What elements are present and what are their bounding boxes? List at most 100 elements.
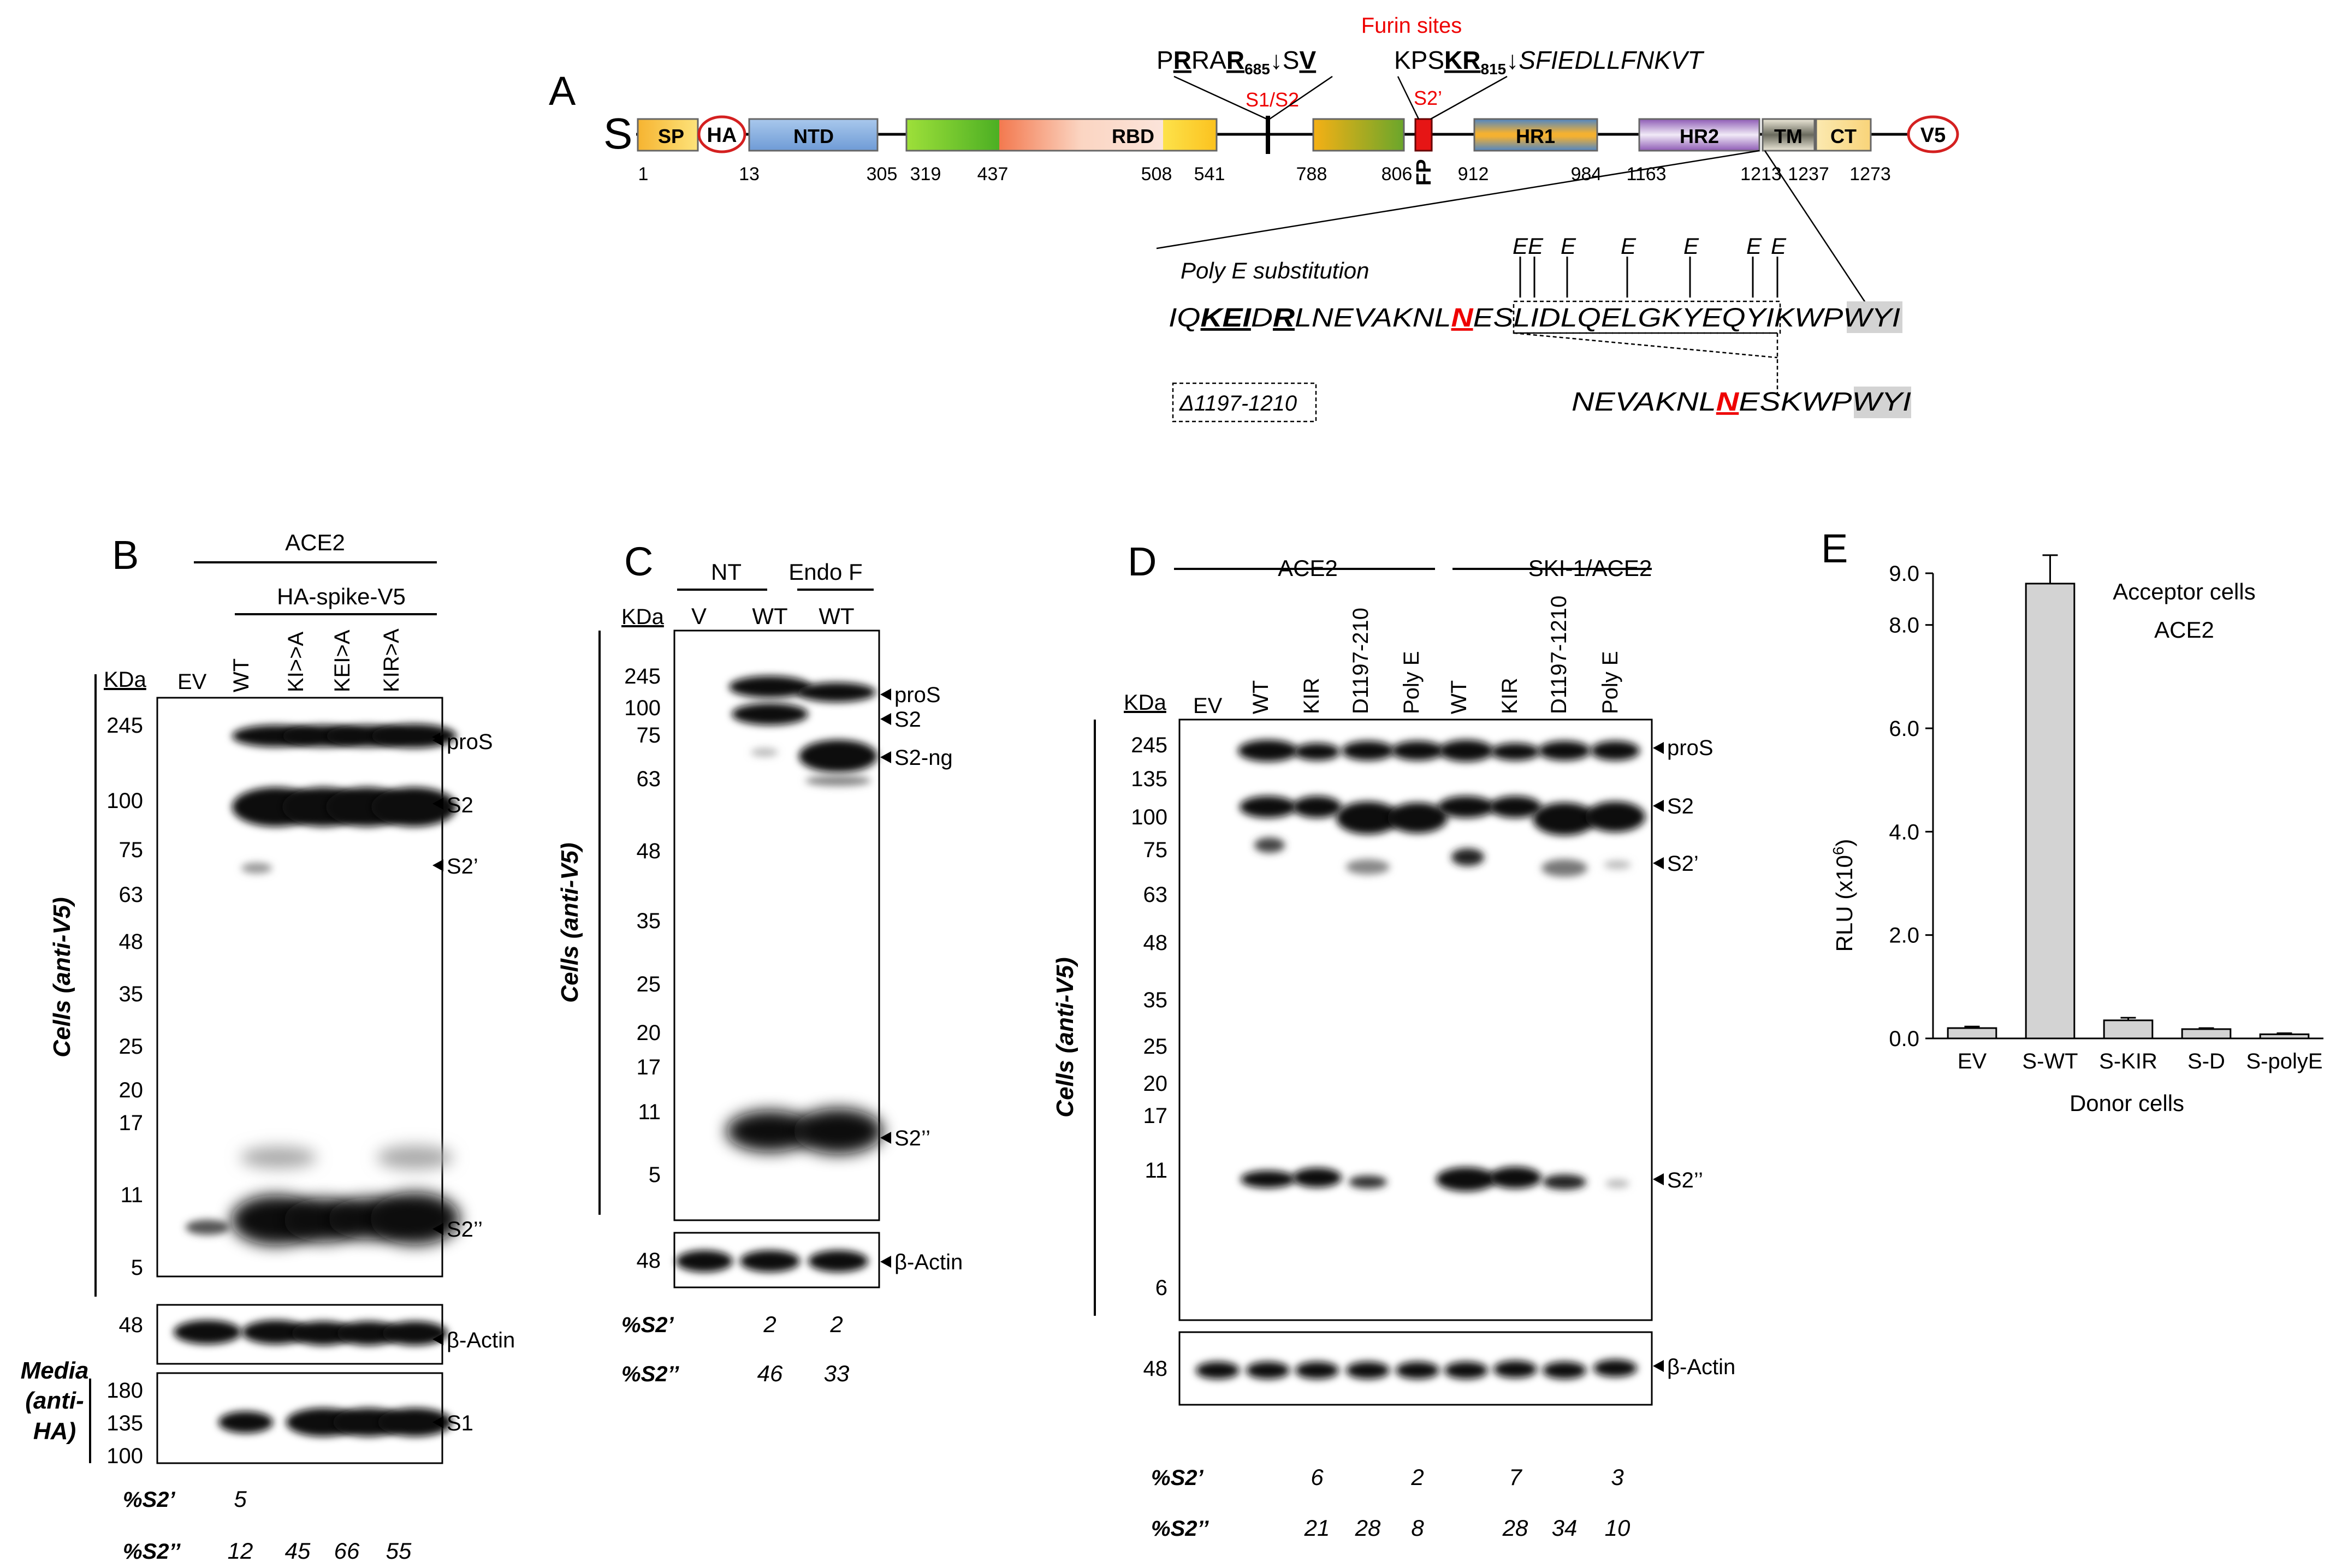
pct-value: 8 xyxy=(1411,1515,1424,1541)
lane-label: WT xyxy=(229,658,253,692)
y-axis-label: RLU (x106) xyxy=(1830,839,1857,952)
svg-text:KDa: KDa xyxy=(621,605,665,629)
domain-fusion xyxy=(1312,118,1405,152)
lane-label: KI>>A xyxy=(284,631,308,692)
svg-text:Media: Media xyxy=(21,1357,89,1384)
deletion-label-box xyxy=(1172,382,1317,423)
svg-text:135: 135 xyxy=(106,1411,143,1435)
svg-text:319: 319 xyxy=(910,164,941,185)
svg-text:FP: FP xyxy=(1413,159,1436,186)
svg-text:48: 48 xyxy=(1143,931,1168,955)
e-mark: E xyxy=(1621,233,1637,259)
lane-label: WT xyxy=(752,603,787,629)
s2prime-sequence: KPSKR815↓SFIEDLLFNKVT xyxy=(1394,46,1705,78)
x-tick-label: S-KIR xyxy=(2099,1049,2157,1073)
y-tick-label: 4.0 xyxy=(1889,820,1919,844)
pct-value: 45 xyxy=(285,1538,311,1564)
pct-value: 7 xyxy=(1509,1464,1522,1490)
wt-sequence: IQ KEI D R LNEVAKNL N ES LIDLQELGKYEQYI KWP WYI xyxy=(1169,304,1900,332)
svg-text:48: 48 xyxy=(637,1249,661,1273)
tag-v5 xyxy=(1907,115,1959,153)
lane-label: KIR>A xyxy=(380,628,404,692)
lane-label: Poly E xyxy=(1598,651,1622,714)
pct-value: 3 xyxy=(1611,1464,1623,1490)
s1s2-label: S1/S2 xyxy=(1246,88,1299,111)
domain-hr1 xyxy=(1473,118,1598,152)
panel-a-domain-map: S SP HA NTD RBD FP HR1 HR2 TM CT V5 1 13… xyxy=(603,14,1959,423)
svg-text:75: 75 xyxy=(1143,838,1168,862)
domain-hr2 xyxy=(1638,118,1760,152)
y-tick-label: 9.0 xyxy=(1889,562,1919,586)
svg-text:HA-spike-V5: HA-spike-V5 xyxy=(277,584,406,609)
svg-text:63: 63 xyxy=(637,767,661,791)
deletion-box xyxy=(1513,300,1781,334)
svg-text:11: 11 xyxy=(638,1100,661,1124)
pct-value: 12 xyxy=(228,1538,253,1564)
svg-text:KDa: KDa xyxy=(104,668,147,692)
svg-text:%S2’’: %S2’’ xyxy=(1151,1517,1209,1541)
lane-label: EV xyxy=(1193,694,1223,718)
svg-text:proS: proS xyxy=(447,730,493,754)
lane-label: WT xyxy=(1447,680,1471,714)
svg-text:508: 508 xyxy=(1141,164,1172,185)
x-tick-label: S-D xyxy=(2187,1049,2225,1073)
svg-text:6: 6 xyxy=(1155,1276,1167,1300)
svg-text:β-Actin: β-Actin xyxy=(894,1250,963,1274)
svg-text:5: 5 xyxy=(131,1256,143,1280)
y-tick-label: 8.0 xyxy=(1889,614,1919,638)
domain-ct xyxy=(1815,118,1872,152)
e-mark: E xyxy=(1561,233,1576,259)
svg-text:S2-ng: S2-ng xyxy=(894,746,953,770)
pct-value: 55 xyxy=(386,1538,412,1564)
svg-text:%S2’’: %S2’’ xyxy=(123,1540,181,1564)
svg-text:Cells (anti-V5): Cells (anti-V5) xyxy=(49,897,75,1057)
panel-b: ACE2 HA-spike-V5 KDa EV WT KI>>A KEI>A K… xyxy=(21,530,515,1564)
chart-title: Acceptor cells xyxy=(2113,579,2255,604)
svg-text:541: 541 xyxy=(1194,164,1225,185)
svg-text:%S2’: %S2’ xyxy=(621,1313,674,1337)
svg-text:proS: proS xyxy=(894,683,941,707)
bar xyxy=(2181,1028,2232,1040)
svg-text:Endo F: Endo F xyxy=(788,559,862,585)
chart-subtitle: ACE2 xyxy=(2154,617,2214,643)
svg-text:S1: S1 xyxy=(447,1411,473,1435)
panel-e-chart: Acceptor cells ACE2 RLU (x106) Donor cel… xyxy=(1830,554,2323,1116)
panel-letter-a: A xyxy=(549,68,576,114)
lane-label: EV xyxy=(177,670,207,694)
svg-text:HR1: HR1 xyxy=(1516,125,1555,147)
svg-text:13: 13 xyxy=(739,164,760,185)
pct-value: 33 xyxy=(824,1361,850,1386)
domain-ntd xyxy=(748,118,879,152)
x-tick-label: S-polyE xyxy=(2246,1049,2322,1073)
svg-text:11: 11 xyxy=(1145,1159,1167,1183)
svg-text:(anti-: (anti- xyxy=(25,1387,84,1414)
pct-value: 21 xyxy=(1304,1515,1330,1541)
svg-text:β-Actin: β-Actin xyxy=(447,1328,515,1352)
tag-ha xyxy=(697,115,746,153)
svg-text:RBD: RBD xyxy=(1112,125,1154,147)
svg-text:S2’’: S2’’ xyxy=(894,1126,930,1150)
svg-text:HA: HA xyxy=(707,124,737,147)
y-tick-label: 2.0 xyxy=(1889,924,1919,948)
blot-bands xyxy=(186,724,460,1245)
svg-text:25: 25 xyxy=(119,1035,144,1059)
panel-letter-b: B xyxy=(112,532,139,578)
lane-label: V xyxy=(691,603,707,629)
svg-text:63: 63 xyxy=(119,883,144,907)
pct-value: 28 xyxy=(1502,1515,1528,1541)
svg-text:SP: SP xyxy=(658,125,684,147)
svg-text:TM: TM xyxy=(1774,125,1803,147)
svg-text:HA): HA) xyxy=(33,1418,76,1445)
panel-letter-d: D xyxy=(1128,539,1157,584)
svg-text:135: 135 xyxy=(1131,767,1167,791)
svg-text:1213: 1213 xyxy=(1740,164,1782,185)
lane-label: KEI>A xyxy=(330,629,354,692)
pct-value: 5 xyxy=(234,1486,247,1512)
svg-text:20: 20 xyxy=(1143,1072,1168,1096)
svg-text:912: 912 xyxy=(1458,164,1489,185)
bar xyxy=(1947,1027,1997,1040)
svg-text:Cells (anti-V5): Cells (anti-V5) xyxy=(556,842,583,1002)
svg-text:788: 788 xyxy=(1296,164,1327,185)
svg-text:25: 25 xyxy=(1143,1035,1168,1059)
x-tick-label: EV xyxy=(1958,1049,1987,1073)
